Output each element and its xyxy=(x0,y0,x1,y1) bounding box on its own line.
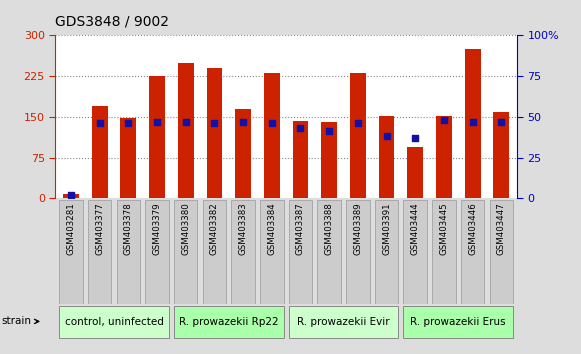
Bar xyxy=(264,73,279,198)
FancyBboxPatch shape xyxy=(117,200,140,304)
FancyBboxPatch shape xyxy=(174,306,284,338)
Text: R. prowazekii Erus: R. prowazekii Erus xyxy=(410,317,506,327)
FancyBboxPatch shape xyxy=(403,200,427,304)
Text: GSM403378: GSM403378 xyxy=(124,202,133,255)
Text: R. prowazekii Rp22: R. prowazekii Rp22 xyxy=(179,317,278,327)
Bar xyxy=(350,73,366,198)
Text: GSM403384: GSM403384 xyxy=(267,202,277,255)
Bar xyxy=(149,76,165,198)
FancyBboxPatch shape xyxy=(59,200,83,304)
FancyBboxPatch shape xyxy=(231,200,255,304)
Bar xyxy=(493,113,509,198)
Point xyxy=(382,133,391,139)
Point xyxy=(238,119,248,125)
Point xyxy=(210,120,219,126)
Text: GSM403281: GSM403281 xyxy=(66,202,76,255)
Bar xyxy=(321,122,337,198)
Text: GSM403388: GSM403388 xyxy=(325,202,333,255)
FancyBboxPatch shape xyxy=(59,306,169,338)
FancyBboxPatch shape xyxy=(375,200,399,304)
Point xyxy=(325,129,334,134)
Text: GSM403389: GSM403389 xyxy=(353,202,363,255)
FancyBboxPatch shape xyxy=(317,200,341,304)
Point xyxy=(411,135,420,141)
Text: GDS3848 / 9002: GDS3848 / 9002 xyxy=(55,14,169,28)
Bar xyxy=(235,109,251,198)
Point xyxy=(468,119,477,125)
FancyBboxPatch shape xyxy=(203,200,226,304)
Point xyxy=(296,125,305,131)
Text: GSM403444: GSM403444 xyxy=(411,202,419,255)
Text: GSM403383: GSM403383 xyxy=(239,202,248,255)
FancyBboxPatch shape xyxy=(260,200,284,304)
Point xyxy=(124,120,133,126)
Text: R. prowazekii Evir: R. prowazekii Evir xyxy=(297,317,390,327)
Point xyxy=(267,120,277,126)
Text: GSM403380: GSM403380 xyxy=(181,202,190,255)
Text: GSM403382: GSM403382 xyxy=(210,202,219,255)
Point xyxy=(439,117,449,123)
FancyBboxPatch shape xyxy=(88,200,112,304)
Bar xyxy=(465,49,480,198)
Point xyxy=(95,120,105,126)
Bar xyxy=(63,194,79,198)
Bar xyxy=(407,147,423,198)
FancyBboxPatch shape xyxy=(346,200,370,304)
Bar xyxy=(206,68,223,198)
FancyBboxPatch shape xyxy=(289,200,312,304)
Bar xyxy=(178,63,193,198)
Text: GSM403445: GSM403445 xyxy=(439,202,449,255)
FancyBboxPatch shape xyxy=(145,200,169,304)
Bar xyxy=(379,116,394,198)
Text: GSM403379: GSM403379 xyxy=(153,202,162,255)
FancyBboxPatch shape xyxy=(490,200,513,304)
Point xyxy=(152,119,162,125)
Text: GSM403387: GSM403387 xyxy=(296,202,305,255)
Text: GSM403377: GSM403377 xyxy=(95,202,104,255)
FancyBboxPatch shape xyxy=(461,200,485,304)
Bar xyxy=(436,116,452,198)
Text: GSM403446: GSM403446 xyxy=(468,202,477,255)
Text: control, uninfected: control, uninfected xyxy=(64,317,163,327)
Point xyxy=(353,120,363,126)
Bar xyxy=(92,106,107,198)
FancyBboxPatch shape xyxy=(403,306,513,338)
Text: GSM403391: GSM403391 xyxy=(382,202,391,255)
Text: GSM403447: GSM403447 xyxy=(497,202,506,255)
Text: strain: strain xyxy=(1,316,39,326)
Bar xyxy=(120,118,136,198)
Point xyxy=(497,119,506,125)
Point xyxy=(66,192,76,198)
Bar xyxy=(293,121,309,198)
Point xyxy=(181,119,191,125)
FancyBboxPatch shape xyxy=(289,306,399,338)
FancyBboxPatch shape xyxy=(432,200,456,304)
FancyBboxPatch shape xyxy=(174,200,198,304)
